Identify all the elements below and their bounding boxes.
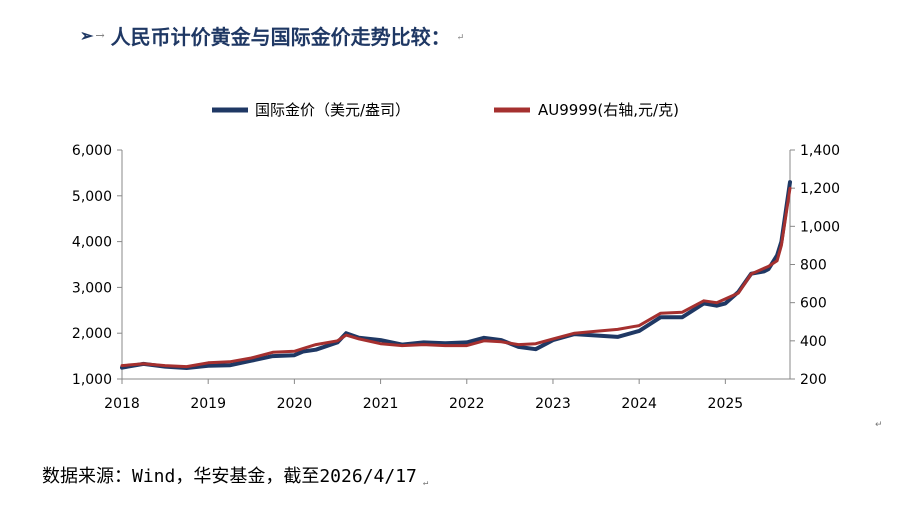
right-tick-label: 400 (800, 334, 827, 350)
x-tick-label: 2021 (363, 396, 399, 412)
right-tick-label: 800 (800, 258, 827, 274)
left-tick-label: 1,000 (72, 372, 112, 388)
x-tick-label: 2022 (449, 396, 485, 412)
x-tick-label: 2018 (104, 396, 140, 412)
series-layer (120, 180, 792, 370)
legend-label-international-gold: 国际金价（美元/盎司） (255, 101, 410, 119)
x-tick-label: 2020 (277, 396, 313, 412)
left-tick-label: 5,000 (72, 189, 112, 205)
right-tick-label: 1,200 (800, 181, 840, 197)
heading-text: 人民币计价黄金与国际金价走势比较： (110, 24, 451, 49)
chart-heading: ➢ → 人民币计价黄金与国际金价走势比较： ↵ (80, 20, 464, 50)
chart-axes: 1,000 2,000 3,000 4,000 5,000 6,000 200 400 600 8… (72, 143, 840, 412)
right-tick-label: 1,000 (800, 219, 840, 235)
chart-legend: 国际金价（美元/盎司） AU9999(右轴,元/克) (212, 101, 679, 119)
x-tick-label: 2019 (190, 396, 226, 412)
tab-mark: → (95, 28, 105, 42)
paragraph-mark: ↵ (456, 33, 465, 43)
left-tick-label: 4,000 (72, 235, 112, 251)
right-tick-label: 1,400 (800, 143, 840, 159)
left-tick-label: 2,000 (72, 326, 112, 342)
right-tick-label: 200 (800, 372, 827, 388)
x-tick-label: 2025 (708, 396, 744, 412)
source-note: 数据来源：Wind，华安基金，截至2026/4/17 ↵ (42, 462, 428, 488)
x-tick-label: 2023 (535, 396, 571, 412)
left-tick-label: 3,000 (72, 280, 112, 296)
left-tick-label: 6,000 (72, 143, 112, 159)
x-tick-label: 2024 (621, 396, 657, 412)
series-line-au9999 (120, 186, 792, 369)
arrow-bullet-icon: ➢ (80, 25, 94, 45)
source-text: 数据来源：Wind，华安基金，截至2026/4/17 (42, 466, 417, 487)
paragraph-mark-footer: ↵ (422, 478, 429, 488)
right-tick-label: 600 (800, 296, 827, 312)
paragraph-mark-right: ↵ (875, 420, 883, 430)
legend-label-au9999: AU9999(右轴,元/克) (538, 101, 679, 119)
series-line-international-gold (120, 180, 792, 370)
